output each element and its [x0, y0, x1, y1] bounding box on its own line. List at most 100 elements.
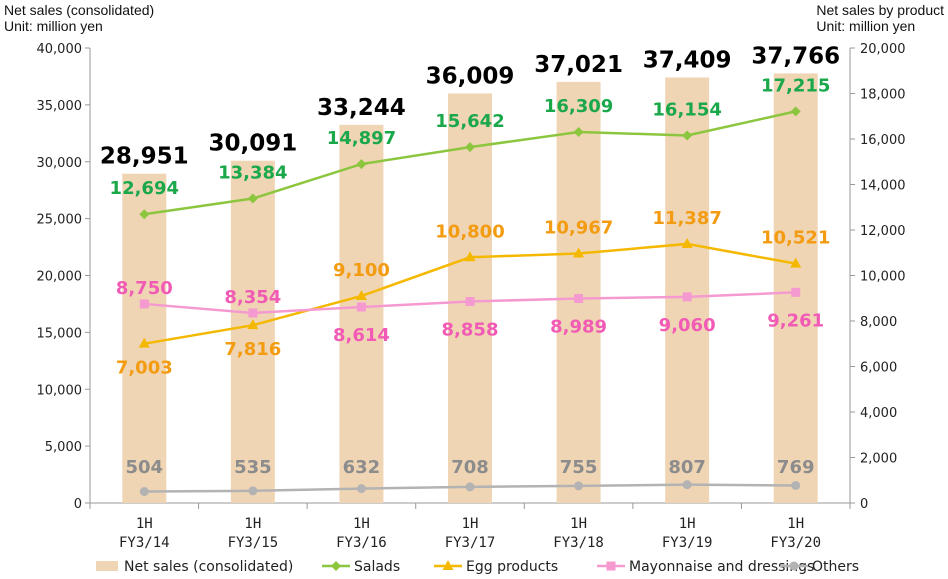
left-tick-label: 40,000 — [37, 42, 83, 57]
right-tick-label: 4,000 — [860, 406, 897, 421]
mayonnaise-label: 8,989 — [550, 317, 607, 338]
mayonnaise-point — [139, 299, 149, 309]
mayonnaise-label: 8,354 — [224, 287, 281, 308]
x-tick-label-line2: FY3/14 — [119, 535, 170, 551]
x-tick-label-line1: 1H — [244, 516, 261, 532]
left-tick-label: 25,000 — [37, 213, 83, 228]
others-label: 755 — [560, 457, 598, 478]
others-point — [356, 484, 366, 494]
salads-point — [356, 159, 367, 170]
egg-products-label: 11,387 — [652, 208, 721, 229]
mayonnaise-point — [248, 308, 258, 318]
net-sales-bar — [665, 77, 710, 503]
others-point — [465, 482, 475, 492]
egg-products-label: 10,521 — [761, 228, 830, 249]
x-tick-label-line1: 1H — [462, 516, 479, 532]
net-sales-label: 28,951 — [100, 144, 189, 170]
egg-products-point — [138, 337, 150, 348]
legend-label-net-sales: Net sales (consolidated) — [124, 559, 293, 575]
right-tick-label: 12,000 — [860, 224, 906, 239]
x-tick-label-line1: 1H — [353, 516, 370, 532]
left-tick-label: 30,000 — [37, 156, 83, 171]
mayonnaise-point — [465, 296, 475, 306]
right-axis-title: Net sales by product — [816, 2, 944, 18]
others-point — [791, 481, 801, 491]
others-point — [248, 486, 258, 496]
egg-products-label: 7,816 — [224, 339, 281, 360]
right-tick-label: 0 — [860, 497, 868, 512]
salads-label: 15,642 — [435, 111, 504, 132]
net-sales-bar — [556, 81, 601, 504]
right-axis-unit: Unit: million yen — [816, 18, 916, 34]
salads-label: 14,897 — [327, 128, 396, 149]
x-tick-label-line2: FY3/15 — [228, 535, 279, 551]
mayonnaise-label: 8,858 — [442, 319, 499, 340]
right-tick-label: 6,000 — [860, 361, 897, 376]
egg-products-point — [355, 289, 367, 300]
x-tick-label-line1: 1H — [679, 516, 696, 532]
salads-label: 13,384 — [218, 163, 287, 184]
bar-series — [122, 73, 818, 504]
egg-products-label: 10,967 — [544, 218, 613, 239]
left-tick-label: 20,000 — [37, 270, 83, 285]
right-tick-label: 10,000 — [860, 270, 906, 285]
right-tick-label: 8,000 — [860, 315, 897, 330]
chart-legend: Net sales (consolidated) Salads Egg produc… — [96, 559, 859, 575]
legend-label-0: Salads — [354, 559, 400, 575]
net-sales-bar — [230, 160, 275, 503]
egg-products-point — [247, 319, 259, 330]
egg-products-point — [442, 560, 454, 570]
x-tick-label-line2: FY3/18 — [553, 535, 604, 551]
egg-products-label: 7,003 — [116, 358, 173, 379]
right-tick-label: 20,000 — [860, 42, 906, 57]
legend-swatch-net-sales — [96, 561, 118, 571]
egg-products-point — [464, 251, 476, 262]
net-sales-label: 37,766 — [751, 43, 840, 69]
others-label: 632 — [343, 457, 381, 478]
others-point — [574, 481, 584, 491]
legend-label-1: Egg products — [466, 559, 558, 575]
egg-products-point — [681, 237, 693, 248]
salads-point — [465, 142, 475, 153]
right-tick-label: 14,000 — [860, 179, 906, 194]
net-sales-label: 36,009 — [426, 63, 515, 89]
salads-point — [790, 106, 801, 117]
salads-point — [573, 126, 584, 137]
others-label: 807 — [668, 457, 706, 478]
others-label: 504 — [125, 457, 163, 478]
egg-products-label: 9,100 — [333, 260, 390, 281]
x-tick-label-line1: 1H — [136, 516, 153, 532]
x-tick-label-line2: FY3/20 — [770, 535, 821, 551]
others-label: 535 — [234, 457, 272, 478]
others-point — [139, 487, 149, 497]
salads-label: 16,309 — [544, 96, 613, 117]
salads-point — [682, 130, 693, 141]
salads-label: 16,154 — [652, 99, 721, 120]
salads-label: 17,215 — [761, 75, 830, 96]
left-axis-title: Net sales (consolidated) — [4, 2, 155, 18]
mayonnaise-point — [356, 302, 366, 312]
line-series — [138, 106, 802, 497]
egg-products-label: 10,800 — [435, 221, 504, 242]
mayonnaise-point — [682, 292, 692, 302]
net-sales-label: 37,409 — [643, 47, 732, 73]
left-axis-unit-label: Net sales (consolidated) Unit: million y… — [4, 2, 154, 34]
mayonnaise-point — [791, 287, 801, 297]
mayonnaise-label: 9,060 — [659, 315, 716, 336]
net-sales-label: 30,091 — [208, 131, 297, 157]
x-tick-label-line1: 1H — [787, 516, 804, 532]
left-tick-label: 0 — [74, 497, 82, 512]
data-labels: 28,951 30,091 33,244 36,009 37,021 37,409 37,7… — [100, 43, 840, 478]
egg-products-point — [573, 247, 585, 258]
mayonnaise-label: 8,750 — [116, 278, 173, 299]
mayonnaise-label: 9,261 — [767, 310, 824, 331]
x-tick-label-line2: FY3/19 — [662, 535, 713, 551]
x-tick-label-line2: FY3/16 — [336, 535, 387, 551]
others-point — [789, 561, 799, 571]
net-sales-bar — [339, 124, 384, 504]
legend-label-2: Mayonnaise and dressings — [629, 559, 814, 575]
chart-axes: 0 5,000 10,000 15,000 20,000 25,000 30,000 35,0… — [37, 42, 906, 551]
right-axis-unit-label: Net sales by product Unit: million yen — [816, 2, 944, 34]
net-sales-label: 33,244 — [317, 95, 406, 121]
